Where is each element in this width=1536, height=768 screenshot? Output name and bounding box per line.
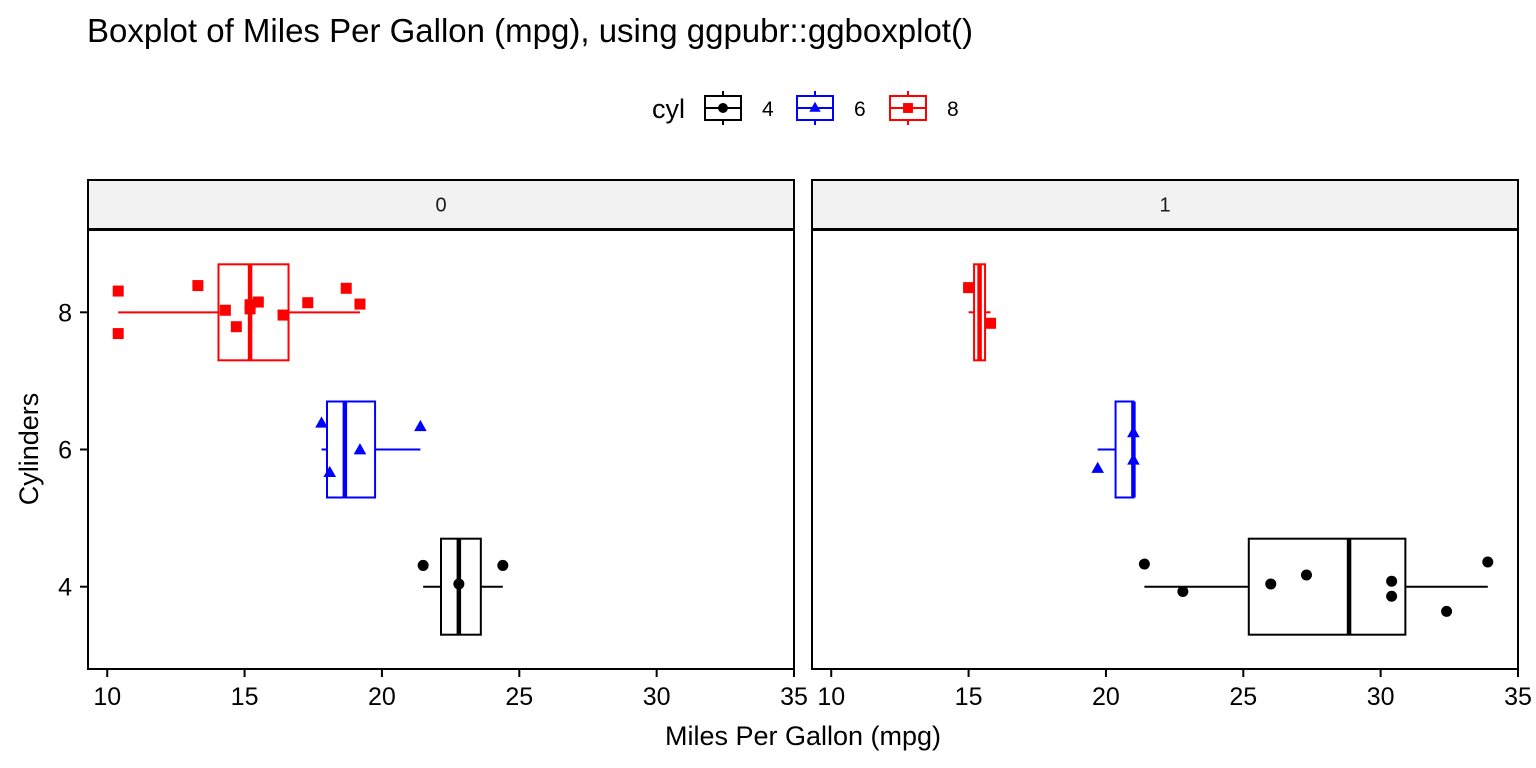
chart-title: Boxplot of Miles Per Gallon (mpg), using… bbox=[87, 12, 973, 49]
data-point bbox=[1441, 605, 1453, 617]
data-point bbox=[1138, 558, 1150, 570]
y-tick-label: 8 bbox=[58, 299, 72, 327]
data-point bbox=[417, 559, 429, 571]
data-point bbox=[1482, 556, 1494, 568]
data-point bbox=[963, 282, 975, 294]
legend-entry-4: 4 bbox=[704, 91, 774, 125]
x-tick-label: 30 bbox=[643, 683, 671, 711]
data-point bbox=[323, 465, 337, 478]
data-point bbox=[985, 317, 997, 329]
data-point bbox=[340, 282, 352, 294]
x-tick-label: 35 bbox=[780, 683, 808, 711]
data-point bbox=[497, 559, 509, 571]
x-tick-label: 30 bbox=[1367, 683, 1395, 711]
data-point bbox=[230, 321, 242, 333]
data-point bbox=[252, 296, 264, 308]
boxplot-cyl-8 bbox=[112, 263, 366, 362]
legend-label: 6 bbox=[854, 98, 866, 121]
data-point bbox=[1300, 569, 1312, 581]
data-point bbox=[1091, 461, 1104, 473]
facet-panel-0: 0 10 15 20 25 30 35 4 6 8 bbox=[58, 179, 808, 711]
data-point bbox=[315, 416, 328, 428]
data-point bbox=[414, 419, 427, 432]
data-point bbox=[192, 280, 204, 292]
y-tick-label: 4 bbox=[58, 574, 72, 602]
x-axis-label: Miles Per Gallon (mpg) bbox=[665, 721, 941, 751]
boxplot-cyl-6 bbox=[1091, 400, 1140, 499]
facet-panels: 0 10 15 20 25 30 35 4 6 8 1 10 15 20 25 30 35 bbox=[58, 179, 1532, 711]
facet-panel-1: 1 10 15 20 25 30 35 bbox=[811, 179, 1532, 711]
x-tick-label: 10 bbox=[93, 683, 121, 711]
x-tick-label: 15 bbox=[231, 683, 259, 711]
x-tick-label: 35 bbox=[1504, 683, 1532, 711]
y-tick-label: 6 bbox=[58, 437, 72, 465]
legend-label: 8 bbox=[947, 98, 959, 121]
boxplot-cyl-4 bbox=[1138, 537, 1494, 636]
x-tick-label: 10 bbox=[817, 683, 845, 711]
legend-key-marker bbox=[809, 101, 821, 112]
y-axis-label: Cylinders bbox=[14, 393, 44, 506]
data-point bbox=[453, 578, 465, 590]
facet-strip-label: 1 bbox=[1159, 195, 1170, 217]
data-point bbox=[302, 297, 314, 309]
facet-strip-0 bbox=[87, 179, 795, 230]
x-tick-label: 25 bbox=[1229, 683, 1257, 711]
data-point bbox=[244, 299, 256, 311]
data-point bbox=[112, 328, 124, 340]
legend: cyl 4 6 8 bbox=[652, 91, 959, 125]
data-point bbox=[219, 304, 231, 316]
data-point bbox=[1127, 426, 1140, 438]
data-point bbox=[1127, 453, 1140, 465]
box bbox=[1247, 537, 1407, 636]
data-point bbox=[354, 298, 366, 310]
x-tick-label: 25 bbox=[505, 683, 533, 711]
data-point bbox=[1386, 575, 1398, 587]
x-tick-label: 20 bbox=[368, 683, 396, 711]
facet-strip-1 bbox=[811, 179, 1519, 230]
data-point bbox=[1177, 585, 1189, 597]
panel-border bbox=[811, 229, 1519, 670]
boxplot-cyl-8 bbox=[963, 263, 997, 362]
data-point bbox=[1386, 590, 1398, 602]
legend-entry-8: 8 bbox=[889, 91, 959, 125]
data-point bbox=[1265, 578, 1277, 590]
x-tick-label: 15 bbox=[955, 683, 983, 711]
boxplot-cyl-6 bbox=[315, 400, 427, 499]
box bbox=[325, 400, 377, 499]
facet-strip-label: 0 bbox=[435, 195, 446, 217]
legend-key-marker bbox=[903, 103, 913, 113]
box bbox=[1114, 400, 1135, 499]
legend-entry-6: 6 bbox=[796, 91, 866, 125]
x-tick-label: 20 bbox=[1092, 683, 1120, 711]
legend-title: cyl bbox=[652, 94, 685, 124]
legend-label: 4 bbox=[762, 98, 774, 121]
boxplot-cyl-4 bbox=[417, 537, 509, 636]
data-point bbox=[353, 443, 367, 455]
data-point bbox=[112, 285, 124, 297]
legend-key-marker bbox=[718, 103, 728, 113]
data-point bbox=[277, 309, 289, 321]
